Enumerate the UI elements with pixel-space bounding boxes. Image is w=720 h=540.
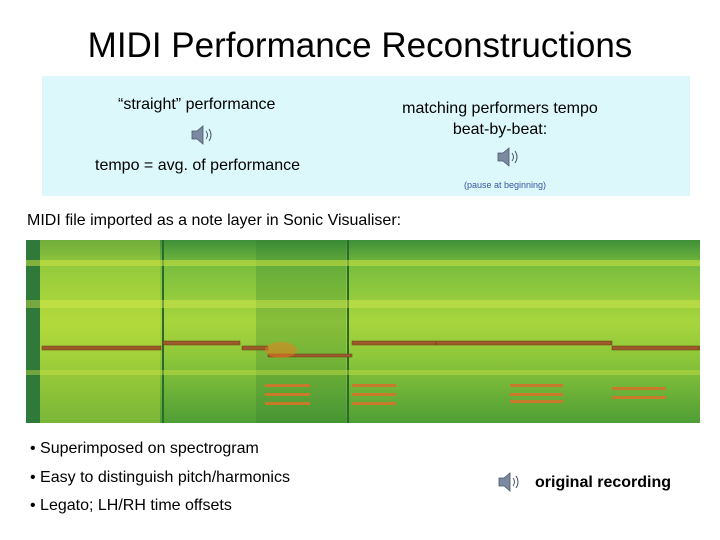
- recording-link[interactable]: original recording: [535, 474, 672, 491]
- bullet: • Legato; LH/RH time offsets: [30, 497, 232, 514]
- subtitle: MIDI file imported as a note layer in So…: [27, 212, 402, 229]
- bullet: • Superimposed on spectrogram: [30, 440, 259, 457]
- straight-label: “straight” performance: [118, 96, 276, 113]
- slide-title: MIDI Performance Reconstructions: [87, 26, 633, 65]
- tempo-caption: tempo = avg. of performance: [95, 157, 300, 174]
- matching-label: matching performers tempo beat-by-beat:: [402, 100, 598, 138]
- bullet: • Easy to distinguish pitch/harmonics: [30, 469, 290, 486]
- speaker-icon[interactable]: [190, 124, 216, 146]
- audio-panel: [42, 76, 690, 196]
- speaker-icon[interactable]: [496, 146, 522, 168]
- pause-note: (pause at beginning): [464, 180, 547, 190]
- spectrogram: [26, 240, 700, 423]
- speaker-icon[interactable]: [497, 471, 523, 493]
